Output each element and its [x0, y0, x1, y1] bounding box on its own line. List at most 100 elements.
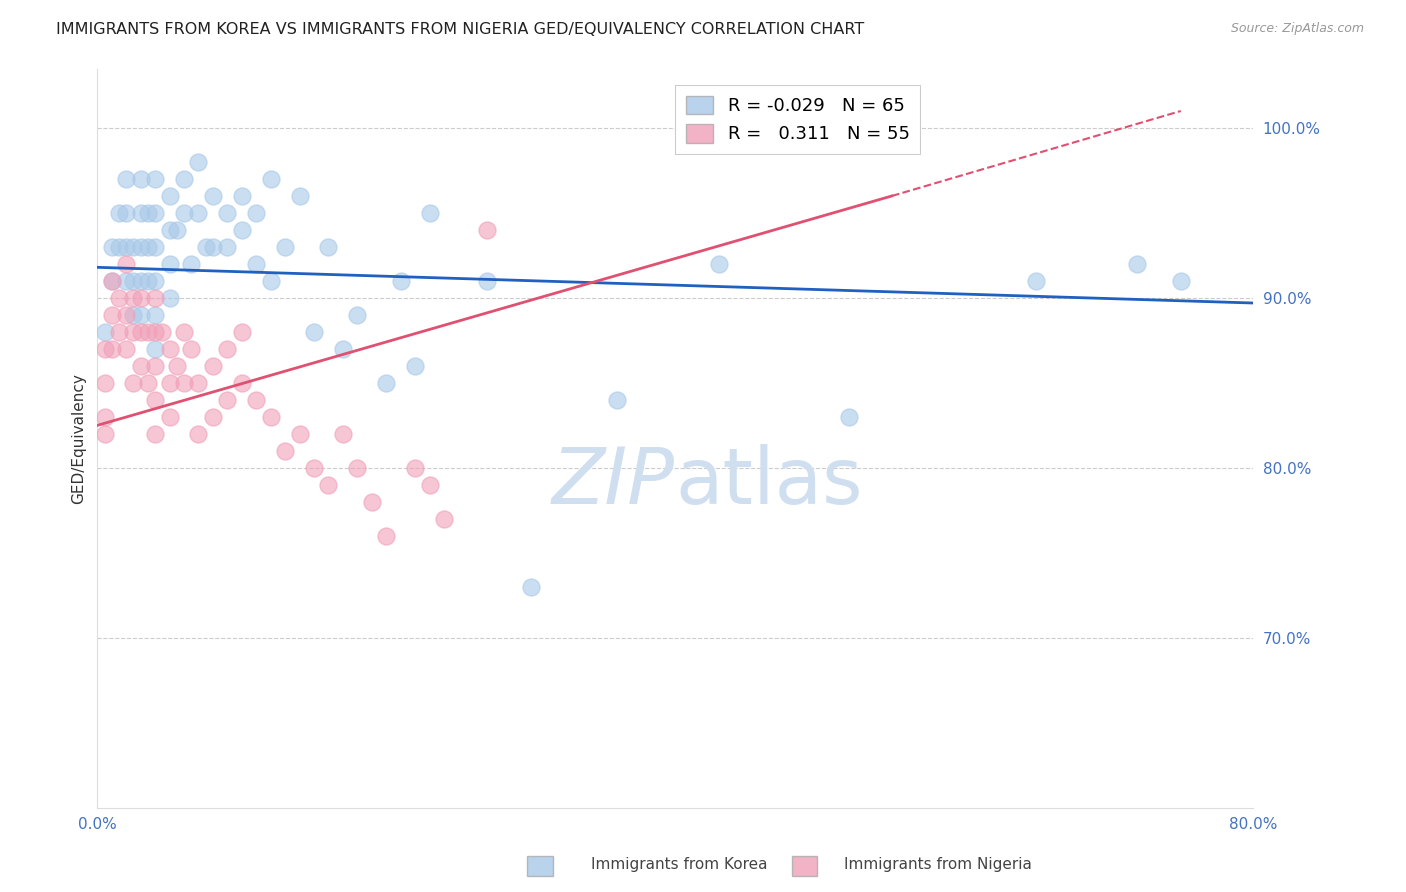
Point	[136, 206, 159, 220]
Point	[201, 359, 224, 373]
Point	[101, 308, 124, 322]
Point	[346, 460, 368, 475]
Point	[318, 478, 340, 492]
Point	[419, 206, 441, 220]
Point	[108, 291, 131, 305]
Point	[129, 240, 152, 254]
Point	[122, 274, 145, 288]
Point	[606, 392, 628, 407]
Point	[1170, 274, 1192, 288]
Point	[108, 240, 131, 254]
Point	[217, 342, 239, 356]
Point	[187, 206, 209, 220]
Point	[93, 325, 115, 339]
Point	[129, 206, 152, 220]
Point	[187, 426, 209, 441]
Point	[101, 274, 124, 288]
Point	[302, 325, 325, 339]
Point	[245, 392, 267, 407]
Point	[143, 342, 166, 356]
Point	[360, 495, 382, 509]
Point	[231, 223, 253, 237]
Point	[122, 325, 145, 339]
Point	[260, 274, 283, 288]
Point	[115, 308, 138, 322]
Point	[115, 206, 138, 220]
Point	[173, 172, 195, 186]
Point	[1025, 274, 1047, 288]
Point	[274, 443, 297, 458]
Point	[143, 392, 166, 407]
Point	[187, 155, 209, 169]
Point	[274, 240, 297, 254]
Point	[143, 359, 166, 373]
Point	[93, 342, 115, 356]
Point	[231, 189, 253, 203]
Point	[332, 426, 354, 441]
Point	[260, 409, 283, 424]
Point	[404, 359, 426, 373]
Point	[217, 392, 239, 407]
Point	[122, 308, 145, 322]
Point	[159, 409, 181, 424]
Point	[143, 426, 166, 441]
Point	[477, 223, 499, 237]
Point	[143, 274, 166, 288]
Point	[477, 274, 499, 288]
Point	[159, 257, 181, 271]
Text: Immigrants from Nigeria: Immigrants from Nigeria	[844, 857, 1032, 872]
Point	[115, 274, 138, 288]
Point	[115, 172, 138, 186]
Point	[419, 478, 441, 492]
Point	[143, 325, 166, 339]
Text: Source: ZipAtlas.com: Source: ZipAtlas.com	[1230, 22, 1364, 36]
Point	[231, 325, 253, 339]
Point	[159, 342, 181, 356]
Point	[108, 325, 131, 339]
Point	[173, 325, 195, 339]
Point	[180, 342, 202, 356]
Point	[194, 240, 217, 254]
Text: ZIP: ZIP	[553, 444, 675, 520]
Point	[231, 376, 253, 390]
Point	[288, 189, 311, 203]
Point	[187, 376, 209, 390]
Point	[245, 206, 267, 220]
Point	[101, 342, 124, 356]
Point	[101, 240, 124, 254]
Point	[129, 359, 152, 373]
Text: atlas: atlas	[675, 444, 863, 520]
Point	[173, 376, 195, 390]
Point	[217, 240, 239, 254]
Point	[129, 172, 152, 186]
Point	[143, 308, 166, 322]
Point	[108, 206, 131, 220]
Point	[143, 206, 166, 220]
Point	[122, 291, 145, 305]
Point	[1126, 257, 1149, 271]
Point	[519, 580, 541, 594]
Point	[159, 291, 181, 305]
Point	[122, 376, 145, 390]
Point	[707, 257, 730, 271]
Point	[180, 257, 202, 271]
Point	[159, 223, 181, 237]
Point	[159, 376, 181, 390]
Point	[136, 274, 159, 288]
Point	[375, 529, 398, 543]
Point	[129, 325, 152, 339]
Point	[136, 325, 159, 339]
Point	[115, 257, 138, 271]
Point	[122, 240, 145, 254]
Point	[404, 460, 426, 475]
Point	[433, 512, 456, 526]
Point	[143, 172, 166, 186]
Point	[201, 189, 224, 203]
Point	[288, 426, 311, 441]
Y-axis label: GED/Equivalency: GED/Equivalency	[72, 373, 86, 504]
Point	[245, 257, 267, 271]
Point	[260, 172, 283, 186]
Point	[136, 376, 159, 390]
Point	[129, 274, 152, 288]
Point	[375, 376, 398, 390]
